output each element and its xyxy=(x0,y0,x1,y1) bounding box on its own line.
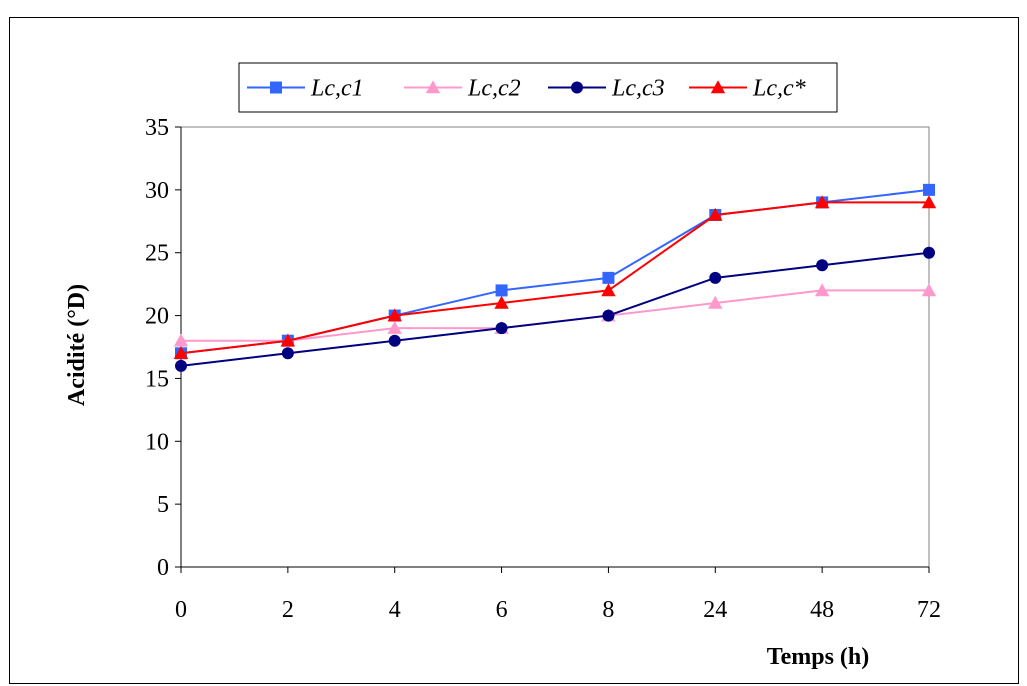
series-line xyxy=(180,188,930,355)
legend-label: Lc,c2 xyxy=(467,76,521,102)
legend: Lc,c1 Lc,c2 Lc,c3 Lc,c* xyxy=(238,62,838,113)
x-tick-label: 48 xyxy=(810,597,834,623)
series-1 xyxy=(175,183,935,360)
x-tick-label: 6 xyxy=(496,597,508,623)
x-axis-title: Temps (h) xyxy=(767,644,869,670)
data-point xyxy=(387,320,402,334)
data-point xyxy=(280,333,296,347)
y-tick-label: 15 xyxy=(145,366,169,392)
data-point xyxy=(921,283,937,297)
data-point xyxy=(601,283,616,297)
legend-entry: Lc,c3 xyxy=(548,76,665,102)
data-point xyxy=(709,271,722,284)
data-point xyxy=(816,259,829,272)
legend-entry: Lc,c* xyxy=(689,76,806,102)
data-point xyxy=(173,333,189,347)
legend-entry: Lc,c1 xyxy=(247,76,364,102)
y-tick-label: 35 xyxy=(145,115,169,141)
x-tick-label: 2 xyxy=(282,597,294,623)
data-point xyxy=(814,283,830,297)
y-tick-label: 25 xyxy=(145,241,169,267)
series-layer xyxy=(173,183,937,372)
data-point xyxy=(495,284,508,297)
data-point xyxy=(708,295,723,309)
y-tick-label: 30 xyxy=(145,178,169,204)
series-line xyxy=(180,251,930,367)
data-point xyxy=(708,207,723,221)
data-point xyxy=(923,183,935,196)
y-tick-label: 20 xyxy=(145,304,169,330)
data-point xyxy=(495,322,508,335)
x-tick-label: 24 xyxy=(703,597,727,623)
y-axis: 0 5 10 15 20 25 30 35 xyxy=(145,115,182,581)
data-point xyxy=(602,271,615,284)
legend-label: Lc,c* xyxy=(752,76,806,102)
y-tick-label: 10 xyxy=(145,429,169,455)
legend-label: Lc,c3 xyxy=(611,76,665,102)
plot-area xyxy=(180,126,930,568)
legend-entry: Lc,c2 xyxy=(404,76,521,102)
data-point xyxy=(281,347,294,360)
data-point xyxy=(494,295,509,309)
x-axis: 0 2 4 6 8 24 48 72 xyxy=(175,566,941,623)
x-tick-label: 0 xyxy=(175,597,187,623)
series-4 xyxy=(173,195,937,360)
x-tick-label: 72 xyxy=(917,597,941,623)
x-tick-label: 8 xyxy=(602,597,614,623)
series-3 xyxy=(175,246,935,372)
legend-marker xyxy=(710,80,726,94)
data-point xyxy=(388,334,401,347)
data-point xyxy=(175,359,187,372)
data-point xyxy=(814,195,830,209)
y-tick-label: 0 xyxy=(157,555,169,581)
x-tick-label: 4 xyxy=(389,597,401,623)
data-point xyxy=(387,308,402,322)
legend-marker xyxy=(425,80,441,94)
data-point xyxy=(602,309,615,322)
series-line xyxy=(181,289,929,342)
chart-frame xyxy=(9,17,1019,684)
legend-label: Lc,c1 xyxy=(310,76,364,102)
y-axis-title: Acidité (°D) xyxy=(64,284,90,406)
y-tick-label: 5 xyxy=(157,492,169,518)
data-point xyxy=(173,346,189,360)
legend-marker xyxy=(270,81,282,94)
series-line xyxy=(180,201,929,355)
data-point xyxy=(921,195,937,209)
data-point xyxy=(923,246,935,259)
legend-marker xyxy=(571,81,583,94)
